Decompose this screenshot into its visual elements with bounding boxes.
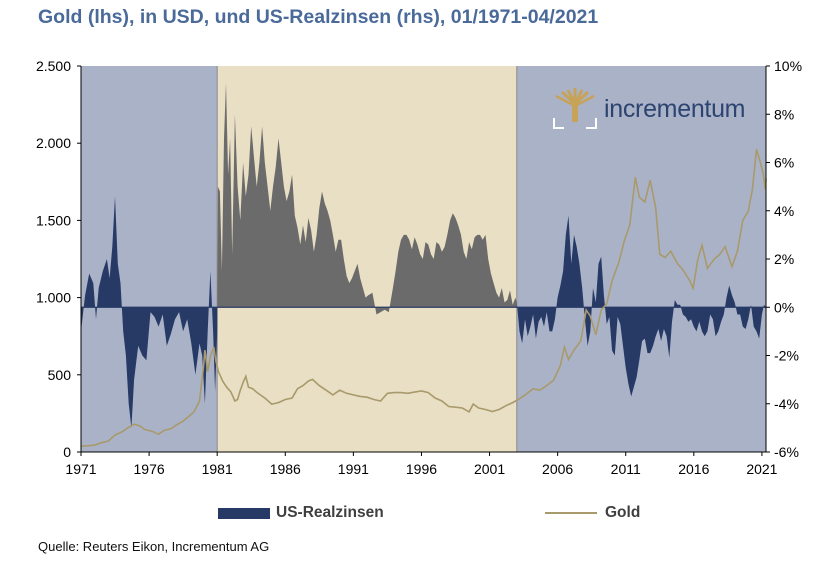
- legend-gold-label: Gold: [605, 504, 641, 521]
- left-tick-label: 500: [48, 367, 72, 383]
- gold-series-line: [80, 149, 767, 447]
- background-regime-2: [516, 66, 766, 452]
- left-tick-label: 2.000: [36, 135, 71, 151]
- x-tick-label: 1976: [134, 461, 165, 477]
- x-tick-label: 1981: [202, 461, 233, 477]
- right-tick-label: 0%: [774, 299, 794, 315]
- right-tick-label: 10%: [774, 58, 802, 74]
- right-tick-label: 8%: [774, 106, 794, 122]
- right-tick-label: -2%: [774, 348, 799, 364]
- axes: 0 500 1.000 1.500 2.000 2.500 -6% -4% -2% 0% 2% 4% 6…: [36, 58, 802, 477]
- legend-real-rates-swatch: [218, 507, 270, 519]
- real-rates-area-1971-1981: [81, 196, 218, 428]
- x-tick-label: 2001: [474, 461, 505, 477]
- right-tick-label: 4%: [774, 203, 794, 219]
- x-tick-label: 2011: [611, 461, 641, 477]
- left-tick-label: 1.000: [36, 290, 71, 306]
- chart-title: Gold (lhs), in USD, und US-Realzinsen (r…: [38, 6, 599, 28]
- left-tick-label: 0: [63, 444, 71, 460]
- right-tick-label: -4%: [774, 396, 799, 412]
- incrementum-logo: incrementum: [552, 88, 746, 130]
- tree-logo-icon: [553, 88, 597, 129]
- real-rates-area-2003-2021: [516, 215, 766, 397]
- legend-gold-swatch: [545, 512, 597, 514]
- background-regime-0: [81, 66, 218, 452]
- real-rates-area: [81, 82, 766, 428]
- x-tick-label: 1986: [270, 461, 301, 477]
- source-note: Quelle: Reuters Eikon, Incrementum AG: [38, 539, 270, 554]
- right-tick-label: -6%: [774, 444, 799, 460]
- right-tick-label: 2%: [774, 251, 794, 267]
- left-tick-label: 2.500: [36, 58, 71, 74]
- x-tick-label: 2021: [746, 461, 777, 477]
- real-rates-area-1981-2003: [217, 82, 517, 332]
- legend-real-rates-label: US-Realzinsen: [276, 504, 384, 521]
- gold-line: [80, 149, 767, 447]
- x-tick-label: 1996: [406, 461, 437, 477]
- logo-text: incrementum: [604, 94, 746, 123]
- x-tick-label: 1971: [65, 461, 96, 477]
- left-tick-label: 1.500: [36, 212, 71, 228]
- x-tick-label: 1991: [338, 461, 369, 477]
- x-tick-label: 2006: [542, 461, 573, 477]
- right-tick-label: 6%: [774, 155, 794, 171]
- x-tick-label: 2016: [678, 461, 709, 477]
- legend-real-rates: US-Realzinsen: [218, 504, 384, 522]
- legend-gold: Gold: [545, 504, 640, 522]
